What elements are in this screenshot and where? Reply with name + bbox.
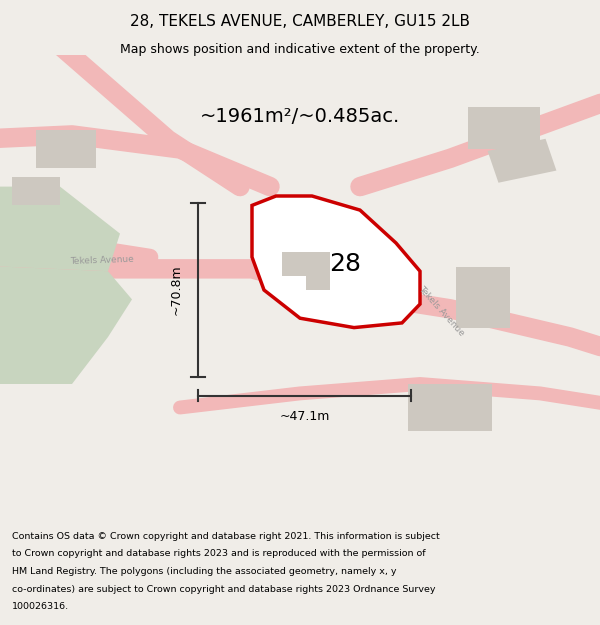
Text: Tekels Avenue: Tekels Avenue (416, 284, 466, 338)
Text: Contains OS data © Crown copyright and database right 2021. This information is : Contains OS data © Crown copyright and d… (12, 532, 440, 541)
Polygon shape (252, 196, 420, 328)
Text: 100026316.: 100026316. (12, 602, 69, 611)
Text: 28, TEKELS AVENUE, CAMBERLEY, GU15 2LB: 28, TEKELS AVENUE, CAMBERLEY, GU15 2LB (130, 14, 470, 29)
Bar (468, 107, 540, 149)
Text: to Crown copyright and database rights 2023 and is reproduced with the permissio: to Crown copyright and database rights 2… (12, 549, 425, 559)
Polygon shape (488, 139, 556, 182)
Text: co-ordinates) are subject to Crown copyright and database rights 2023 Ordnance S: co-ordinates) are subject to Crown copyr… (12, 584, 436, 594)
Text: ~1961m²/~0.485ac.: ~1961m²/~0.485ac. (200, 107, 400, 126)
Bar (36, 130, 96, 168)
Bar (408, 384, 492, 431)
Text: 28: 28 (329, 252, 361, 276)
Polygon shape (0, 266, 132, 384)
Polygon shape (282, 253, 330, 290)
Bar (12, 177, 60, 206)
Text: Tekels Avenue: Tekels Avenue (70, 255, 134, 266)
Bar (456, 266, 510, 328)
Text: ~70.8m: ~70.8m (170, 265, 183, 315)
Polygon shape (0, 187, 120, 271)
Text: ~47.1m: ~47.1m (280, 410, 329, 423)
Text: HM Land Registry. The polygons (including the associated geometry, namely x, y: HM Land Registry. The polygons (includin… (12, 567, 397, 576)
Text: Map shows position and indicative extent of the property.: Map shows position and indicative extent… (120, 43, 480, 56)
